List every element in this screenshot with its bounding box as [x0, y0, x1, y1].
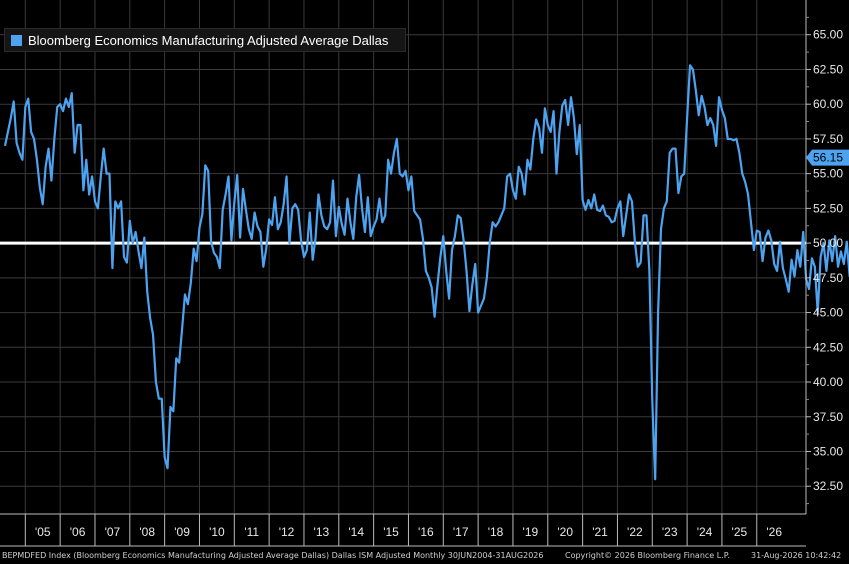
series-group — [3, 64, 849, 481]
last-value-badge — [806, 149, 849, 166]
y-tick-label: 32.50 — [813, 479, 843, 493]
series-line — [3, 64, 849, 481]
x-tick-label: '20 — [557, 525, 573, 539]
footer-copyright: Copyright© 2026 Bloomberg Finance L.P. — [565, 551, 730, 560]
x-tick-label: '25 — [732, 525, 748, 539]
y-tick-label: 42.50 — [813, 340, 843, 354]
x-tick-label: '21 — [592, 525, 608, 539]
y-tick-label: 50.00 — [813, 236, 843, 250]
y-axis: 32.50 35.00 37.50 40.00 42.50 45.00 47.50 50.00… — [805, 0, 849, 514]
x-tick-label: '05 — [35, 525, 51, 539]
y-tick-label: 65.00 — [813, 28, 843, 42]
x-tick-label: '22 — [627, 525, 643, 539]
y-tick-label: 55.00 — [813, 167, 843, 181]
footer: BEPMDFED Index (Bloomberg Economics Manu… — [0, 548, 849, 564]
y-tick-label: 45.00 — [813, 306, 843, 320]
last-value-label: 56.15 — [813, 151, 843, 165]
x-tick-label: '26 — [766, 525, 782, 539]
y-tick-label: 47.50 — [813, 271, 843, 285]
y-tick-label: 62.50 — [813, 62, 843, 76]
y-tick-label: 35.00 — [813, 444, 843, 458]
x-axis: '05 '06 '07 '08 '09 '10 '11 '12 '13 '14 '15 '16 '17 '… — [0, 513, 806, 547]
x-tick-label: '17 — [453, 525, 469, 539]
y-tick-label: 60.00 — [813, 97, 843, 111]
legend: Bloomberg Economics Manufacturing Adjust… — [4, 28, 406, 52]
footer-timestamp: 31-Aug-2026 10:42:42 — [751, 551, 842, 560]
x-tick-label: '11 — [244, 525, 259, 539]
x-tick-label: '13 — [314, 525, 330, 539]
x-tick-label: '07 — [105, 525, 121, 539]
x-tick-label: '18 — [488, 525, 504, 539]
x-tick-label: '12 — [279, 525, 295, 539]
x-tick-label: '06 — [70, 525, 86, 539]
legend-label: Bloomberg Economics Manufacturing Adjust… — [28, 32, 389, 48]
y-tick-label: 52.50 — [813, 201, 843, 215]
x-tick-label: '14 — [348, 525, 364, 539]
x-tick-label: '15 — [383, 525, 399, 539]
x-tick-label: '19 — [523, 525, 539, 539]
y-tick-label: 57.50 — [813, 132, 843, 146]
x-tick-label: '10 — [209, 525, 225, 539]
y-tick-label: 37.50 — [813, 410, 843, 424]
legend-swatch — [11, 34, 22, 46]
y-tick-label: 40.00 — [813, 375, 843, 389]
x-tick-label: '16 — [418, 525, 434, 539]
grid-lines — [0, 0, 806, 514]
x-tick-label: '08 — [139, 525, 155, 539]
x-tick-label: '23 — [662, 525, 678, 539]
x-tick-label: '24 — [697, 525, 713, 539]
x-tick-label: '09 — [174, 525, 190, 539]
footer-source: BEPMDFED Index (Bloomberg Economics Manu… — [2, 551, 544, 560]
